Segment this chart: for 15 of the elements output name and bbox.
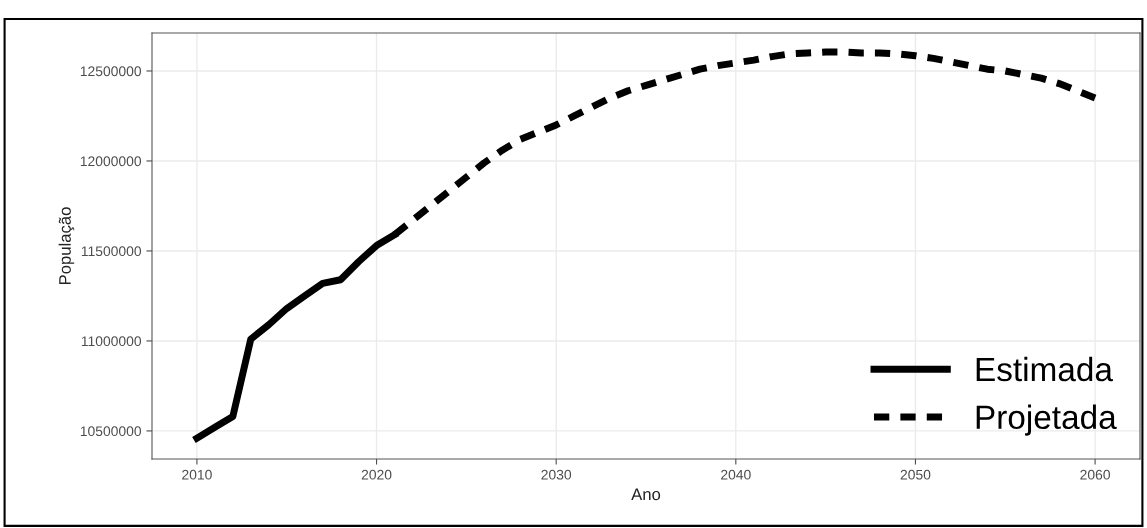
y-tick-label: 12000000 [80,156,142,167]
x-tick-label: 2020 [361,469,392,480]
x-tick-label: 2050 [900,469,931,480]
y-tick-label: 12500000 [80,66,142,77]
legend-label: Projetada [976,404,1117,436]
y-axis-title: População [58,207,75,285]
x-tick-label: 2030 [541,469,572,480]
y-tick-label: 10500000 [80,426,142,437]
x-axis-title: Ano [631,488,661,501]
y-tick-label: 11500000 [81,246,142,257]
x-tick-label: 2060 [1080,469,1110,480]
y-tick-label: 11000000 [81,336,142,347]
legend-label: Estimada [976,356,1113,382]
x-tick-label: 2010 [182,469,212,480]
x-tick-label: 2040 [721,469,751,480]
